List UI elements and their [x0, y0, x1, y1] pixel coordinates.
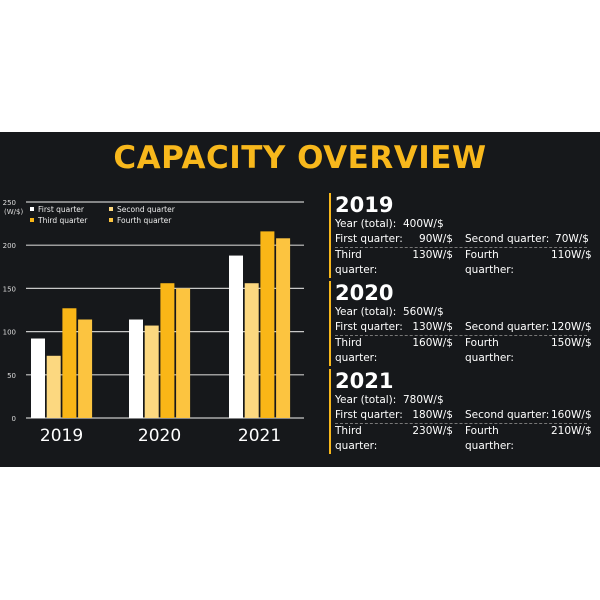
q4-label: Fourth quarther:: [465, 425, 514, 452]
q4-label: Fourth quarther:: [465, 249, 514, 276]
q1-value: 90W/$: [419, 233, 453, 245]
y-tick-label: 100: [3, 329, 16, 337]
bar-2021-q4: [276, 238, 291, 418]
legend-swatch: [30, 207, 34, 211]
total-value: 780W/$: [403, 394, 444, 406]
q1-label: First quarter:: [335, 409, 403, 421]
x-tick-label: 2020: [138, 426, 181, 446]
q4-value: 150W/$: [551, 337, 592, 349]
background-panel: [0, 132, 600, 467]
quarter-row: First quarter: 130W/$ Second quarter: 120W/…: [335, 320, 595, 335]
q4-value: 110W/$: [551, 249, 592, 261]
y-tick-label: 50: [7, 372, 16, 380]
legend-label: Fourth quarter: [117, 216, 172, 225]
divider: [335, 247, 587, 248]
quarter-row: Third quarter: 130W/$ Fourth quarther: 110W…: [335, 248, 595, 278]
total-label: Year (total):: [335, 394, 397, 406]
q1-label: First quarter:: [335, 233, 403, 245]
q4-value: 210W/$: [551, 425, 592, 437]
q3-value: 130W/$: [412, 249, 453, 261]
q3-label: Third quarter:: [335, 249, 378, 276]
q3-label: Third quarter:: [335, 337, 378, 364]
q2-value: 70W/$: [555, 233, 589, 245]
y-tick-label: 250: [3, 199, 16, 207]
year-heading: 2021: [335, 369, 394, 393]
q2-label: Second quarter:: [465, 233, 550, 245]
q3-label: Third quarter:: [335, 425, 378, 452]
y-tick-label: 150: [3, 285, 16, 293]
x-tick-label: 2021: [238, 426, 281, 446]
bar-2019-q2: [46, 355, 61, 418]
y-tick-label: 200: [3, 242, 16, 250]
total-label: Year (total):: [335, 218, 397, 230]
q1-value: 130W/$: [412, 321, 453, 333]
x-tick-label: 2019: [40, 426, 83, 446]
q3-value: 160W/$: [412, 337, 453, 349]
year-summary-2019: 2019 Year (total): 400W/$ First quarter:…: [329, 193, 595, 278]
total-value: 400W/$: [403, 218, 444, 230]
y-axis-label: (W/$): [4, 208, 23, 216]
year-heading: 2020: [335, 281, 394, 305]
year-summary-2021: 2021 Year (total): 780W/$ First quarter:…: [329, 369, 595, 454]
q2-value: 160W/$: [551, 409, 592, 421]
total-value: 560W/$: [403, 306, 444, 318]
quarter-row: Third quarter: 230W/$ Fourth quarther: 210W…: [335, 424, 595, 454]
q3-value: 230W/$: [412, 425, 453, 437]
divider: [335, 335, 587, 336]
divider: [335, 423, 587, 424]
quarter-row: First quarter: 90W/$ Second quarter: 70W/$: [335, 232, 595, 247]
bar-2021-q3: [260, 231, 275, 418]
year-total: Year (total): 400W/$: [335, 217, 595, 232]
q4-label: Fourth quarther:: [465, 337, 514, 364]
q2-label: Second quarter:: [465, 321, 550, 333]
bar-2019-q1: [31, 338, 45, 418]
legend-swatch: [109, 218, 113, 222]
q2-label: Second quarter:: [465, 409, 550, 421]
total-label: Year (total):: [335, 306, 397, 318]
bar-2021-q2: [244, 283, 259, 418]
year-total: Year (total): 560W/$: [335, 305, 595, 320]
quarter-row: Third quarter: 160W/$ Fourth quarther: 150W…: [335, 336, 595, 366]
legend-swatch: [109, 207, 113, 211]
bar-2020-q3: [160, 283, 175, 418]
q2-value: 120W/$: [551, 321, 592, 333]
q1-value: 180W/$: [412, 409, 453, 421]
quarter-row: First quarter: 180W/$ Second quarter: 160W/…: [335, 408, 595, 423]
y-tick-label: 0: [12, 415, 16, 423]
bar-2020-q4: [176, 288, 191, 418]
year-summary-2020: 2020 Year (total): 560W/$ First quarter:…: [329, 281, 595, 366]
legend-label: Second quarter: [117, 205, 176, 214]
q1-label: First quarter:: [335, 321, 403, 333]
legend-label: Third quarter: [37, 216, 88, 225]
bar-2019-q4: [78, 319, 93, 418]
year-heading: 2019: [335, 193, 394, 217]
page-title: CAPACITY OVERVIEW: [113, 140, 487, 176]
bar-2021-q1: [229, 255, 243, 418]
bar-2020-q2: [144, 325, 159, 418]
legend-swatch: [30, 218, 34, 222]
bar-2020-q1: [129, 319, 143, 418]
legend-label: First quarter: [38, 205, 85, 214]
year-total: Year (total): 780W/$: [335, 393, 595, 408]
bar-2019-q3: [62, 308, 77, 418]
